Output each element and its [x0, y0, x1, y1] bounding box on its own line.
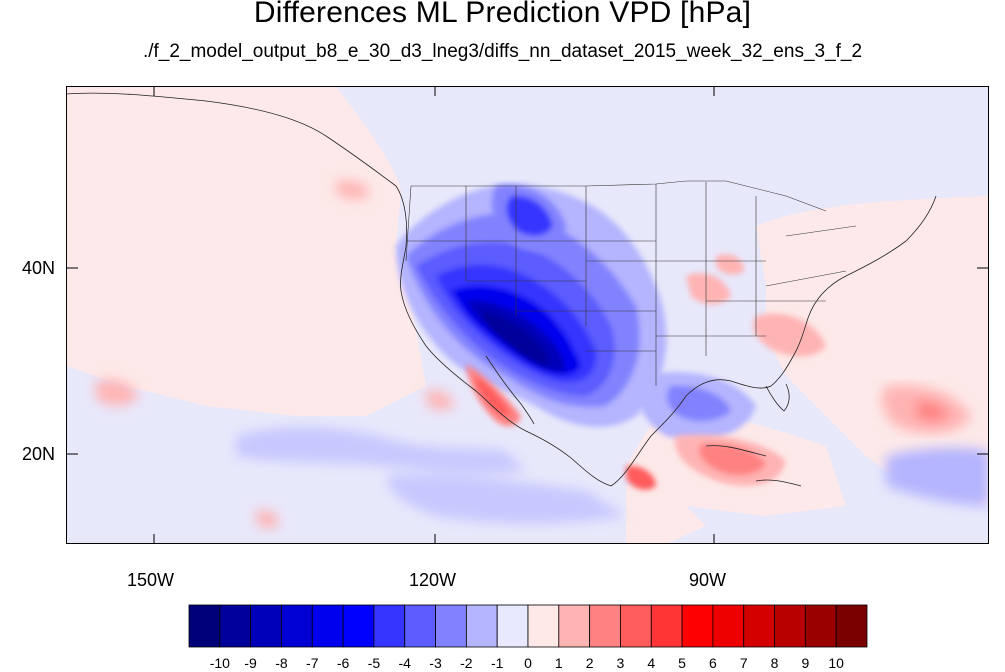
negative-anomaly-core [396, 184, 667, 427]
colorbar-label: -3 [429, 655, 442, 671]
colorbar-label: 1 [554, 655, 563, 671]
colorbar-label: 8 [770, 655, 779, 671]
colorbar-label: -10 [209, 655, 230, 671]
colorbar-label: 5 [678, 655, 686, 671]
colorbar-label: 6 [709, 655, 717, 671]
colorbar-swatch [250, 604, 282, 648]
colorbar-swatch [558, 604, 591, 648]
colorbar-label: -1 [490, 655, 504, 671]
colorbar-label: 9 [801, 655, 810, 671]
colorbar-label: 2 [585, 655, 594, 671]
colorbar-swatch [342, 604, 375, 648]
x-tick-120w: 120W [409, 570, 457, 590]
grid-ticks [66, 86, 989, 544]
colorbar-label: 10 [828, 655, 844, 671]
colorbar-label: 3 [616, 655, 625, 671]
colorbar-swatch [743, 604, 775, 648]
colorbar-label: 4 [647, 655, 656, 671]
colorbar-label: 0 [524, 655, 532, 671]
map-subtitle: ./f_2_model_output_b8_e_30_d3_lneg3/diff… [142, 41, 863, 62]
eastern-pacific-pink-region [626, 486, 706, 544]
coastlines [66, 92, 937, 487]
colorbar-swatch [681, 604, 714, 648]
positive-anomaly-pacific [96, 180, 454, 529]
colorbar-label: -8 [275, 655, 288, 671]
negative-anomaly-pacific-bands [236, 426, 989, 524]
pacific-pink-region [66, 86, 426, 416]
colorbar-swatch [835, 604, 868, 648]
vpd-difference-map [66, 86, 989, 544]
y-tick-20n: 20N [22, 444, 56, 464]
negative-anomaly-gulf [638, 372, 756, 440]
colorbar-swatch [774, 604, 806, 648]
colorbar-label: -7 [306, 655, 319, 671]
positive-anomaly-baja [466, 364, 521, 427]
colorbar-swatch [465, 604, 498, 648]
state-borders [405, 180, 857, 386]
colorbar-label: -4 [398, 655, 411, 671]
colorbar-swatch [712, 604, 745, 648]
negative-anomaly-northwest [492, 185, 566, 251]
positive-anomaly-southeast-us [686, 254, 826, 357]
y-tick-40n: 40N [22, 258, 56, 278]
colorbar-label: -5 [367, 655, 381, 671]
positive-anomaly-atlantic [881, 384, 971, 434]
colorbar-label: -9 [244, 655, 257, 671]
colorbar-swatch [804, 604, 837, 648]
colorbar-swatch [281, 604, 313, 648]
colorbar-label: -6 [336, 655, 350, 671]
colorbar-swatch [496, 604, 529, 648]
map-title: Differences ML Prediction VPD [hPa] [253, 0, 752, 29]
colorbar-swatch [435, 604, 467, 648]
x-tick-150w: 150W [127, 570, 175, 590]
colorbar-swatch [373, 604, 406, 648]
colorbar-swatch [188, 604, 221, 648]
colorbar [188, 604, 868, 648]
colorbar-swatch [527, 604, 560, 648]
colorbar-swatch [219, 604, 252, 648]
colorbar-swatch [620, 604, 652, 648]
colorbar-swatch [311, 604, 344, 648]
colorbar-swatch [650, 604, 683, 648]
colorbar-label: 7 [739, 655, 748, 671]
map-frame [66, 86, 989, 544]
colorbar-label: -2 [460, 655, 473, 671]
colorbar-swatch [404, 604, 436, 648]
colorbar-swatch [589, 604, 621, 648]
x-tick-90w: 90W [689, 570, 727, 590]
